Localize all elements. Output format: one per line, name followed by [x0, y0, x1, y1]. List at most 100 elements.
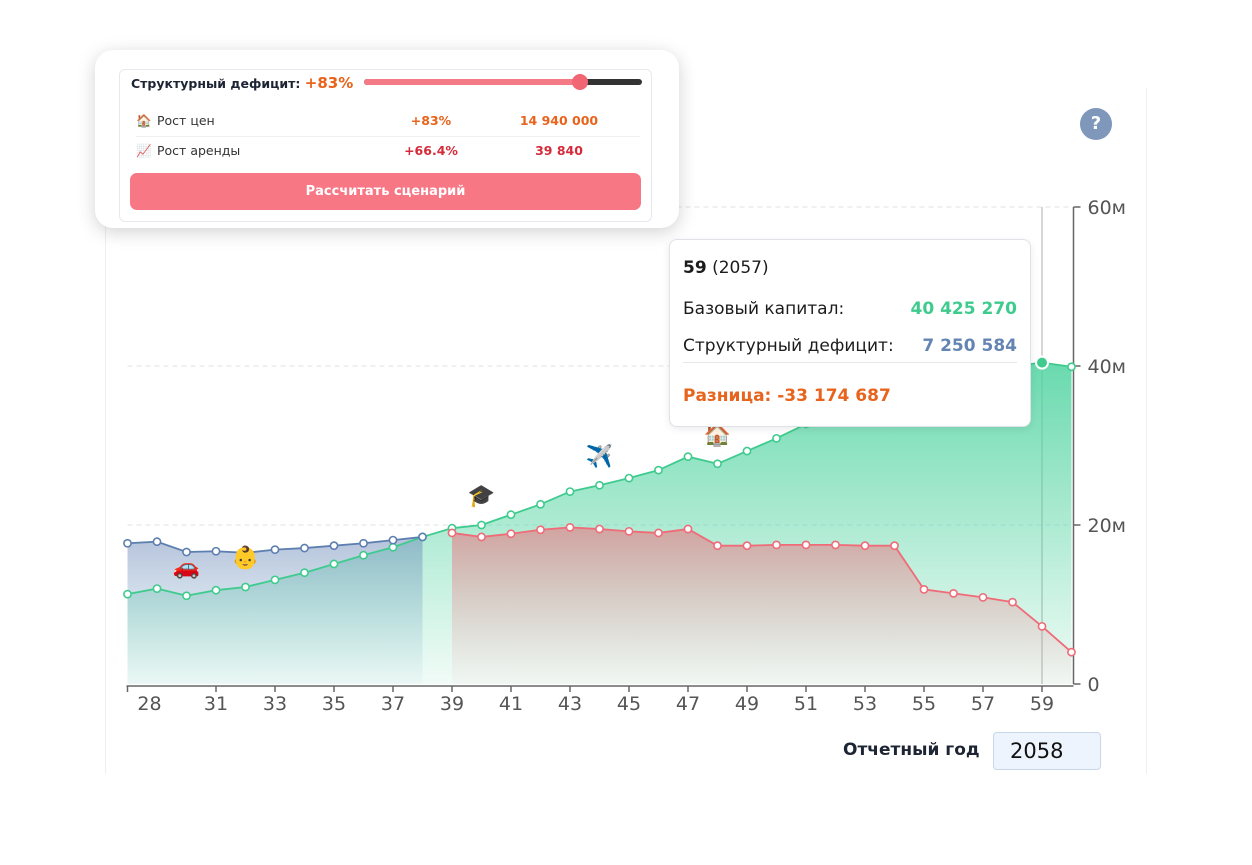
point	[270, 575, 280, 585]
point	[860, 541, 870, 551]
point	[890, 541, 899, 551]
point	[211, 585, 221, 595]
tooltip-year: (2057)	[712, 258, 769, 278]
point	[388, 542, 398, 552]
row: 🏠 Рост цен +83% 14 940 000	[136, 107, 640, 137]
point	[270, 545, 280, 555]
x-tick-label: 57	[971, 693, 995, 715]
slider[interactable]	[364, 74, 642, 90]
tooltip-row: Структурный дефицит: 7 250 584	[683, 336, 1017, 356]
point	[595, 480, 604, 490]
point	[329, 559, 339, 569]
point	[919, 584, 929, 594]
point	[1008, 597, 1017, 607]
tooltip-label: Базовый капитал:	[683, 299, 845, 319]
point	[241, 582, 250, 592]
point	[123, 538, 132, 548]
tooltip-header: 59 (2057)	[683, 258, 769, 278]
report-year-input[interactable]: 2058	[993, 732, 1101, 770]
y-tick-label: 20м	[1088, 515, 1127, 537]
x-tick-label: 51	[794, 693, 818, 715]
point	[447, 528, 457, 538]
point	[595, 524, 604, 534]
point	[772, 433, 781, 443]
point	[831, 540, 840, 550]
chart-panel	[105, 88, 1147, 774]
point	[1037, 621, 1047, 631]
x-tick-label: 59	[1030, 693, 1054, 715]
help-button[interactable]: ?	[1080, 108, 1112, 140]
point	[772, 540, 781, 550]
line	[451, 526, 1073, 653]
annotation: 🚗	[173, 555, 200, 580]
point	[683, 452, 693, 462]
point	[418, 532, 427, 542]
row-label: Рост цен	[157, 113, 215, 128]
row-value: 39 840	[535, 143, 583, 158]
point	[713, 459, 722, 469]
point	[536, 525, 545, 535]
scenario-card: Структурный дефицит: +83% 🏠 Рост цен +83…	[95, 50, 679, 228]
slider-value: +83%	[304, 74, 354, 92]
point	[978, 592, 988, 602]
point	[329, 541, 339, 551]
point	[683, 524, 693, 534]
point	[742, 446, 752, 456]
tooltip-difference: Разница: -33 174 687	[683, 386, 891, 406]
row-icon: 📈	[136, 143, 152, 158]
row-value: 14 940 000	[519, 113, 599, 128]
point	[536, 499, 545, 509]
point	[654, 528, 663, 538]
x-tick-label: 31	[204, 693, 228, 715]
area	[127, 536, 423, 684]
row: 📈 Рост аренды +66.4% 39 840	[136, 137, 640, 166]
point	[388, 535, 398, 545]
area	[452, 527, 1072, 684]
row-icon: 🏠	[136, 113, 152, 128]
calculate-button[interactable]: Рассчитать сценарий	[130, 173, 641, 210]
row-label: Рост аренды	[157, 143, 241, 158]
point	[182, 591, 191, 601]
annotation: 🎓	[468, 484, 495, 509]
slider-label: Структурный дефицит:	[131, 76, 301, 91]
point	[1067, 362, 1076, 372]
row-percent: +83%	[410, 113, 452, 128]
point	[241, 548, 250, 558]
scenario-box: Структурный дефицит: +83% 🏠 Рост цен +83…	[119, 69, 652, 222]
x-tick-label: 47	[676, 693, 700, 715]
point	[654, 465, 663, 475]
y-tick-label: 60м	[1088, 197, 1127, 219]
point	[182, 547, 191, 557]
point	[123, 589, 132, 599]
point	[713, 541, 722, 551]
slider-title: Структурный дефицит: +83%	[131, 74, 353, 92]
tooltip-row: Базовый капитал: 40 425 270	[683, 299, 1017, 319]
x-tick-label: 45	[617, 693, 641, 715]
y-tick-label: 0	[1088, 674, 1100, 696]
point	[565, 522, 575, 532]
point	[801, 540, 811, 550]
x-tick-label: 39	[440, 693, 464, 715]
tooltip-value: 7 250 584	[922, 336, 1017, 356]
point	[477, 520, 486, 530]
slider-knob[interactable]	[572, 74, 588, 90]
tooltip-value: 40 425 270	[910, 299, 1017, 319]
x-tick-label: 37	[381, 693, 405, 715]
point	[624, 526, 634, 536]
row-percent: +66.4%	[404, 143, 458, 158]
x-tick-label: 55	[912, 693, 936, 715]
annotation: ✈️	[586, 442, 613, 469]
point	[152, 537, 162, 547]
point	[1067, 647, 1076, 657]
point	[506, 529, 516, 539]
annotation: 👶	[232, 545, 259, 571]
point	[565, 487, 575, 497]
tooltip-age: 59	[683, 258, 707, 278]
x-tick-label: 49	[735, 693, 759, 715]
y-tick-label: 40м	[1088, 356, 1127, 378]
point	[477, 532, 486, 542]
point	[152, 584, 162, 593]
point	[949, 588, 958, 598]
x-tick-label: 28	[137, 693, 161, 715]
